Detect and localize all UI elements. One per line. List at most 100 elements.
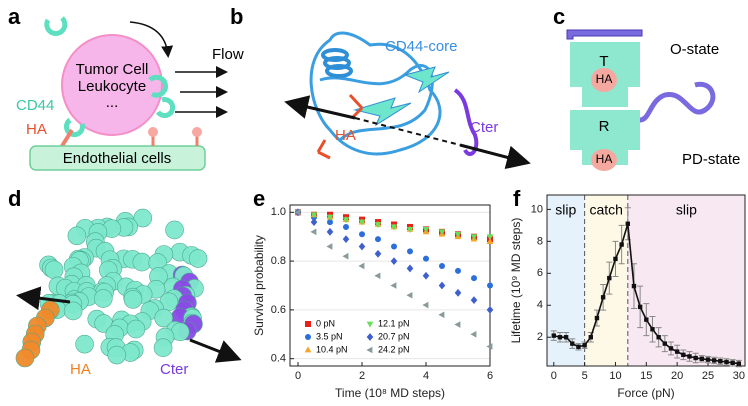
point [310,228,317,236]
atom-sphere [63,301,83,321]
x-axis-label: Time (10⁸ MD steps) [335,386,445,400]
atom-sphere [94,289,113,308]
r-domain [570,110,640,165]
legend-label: 10.4 pN [316,344,348,354]
cd44-icon [64,117,85,138]
point [681,352,686,358]
ha-label: HA [596,152,613,166]
point [674,349,680,354]
legend-marker [366,346,373,354]
panel-letter: a [8,4,21,29]
region-label: slip [555,202,576,218]
point [310,212,318,219]
x-tick-label: 4 [423,370,429,382]
region-label: catch [589,202,622,218]
point [588,335,593,340]
point [662,341,668,346]
point [470,330,477,338]
point [438,281,446,290]
y-tick-label: 0.8 [271,255,286,267]
point [600,295,606,300]
cter-bar [566,29,643,40]
helix [321,48,353,78]
point [406,264,414,273]
pull-arrow [284,95,356,120]
flow-label: Flow [212,46,244,63]
pull-arrow [459,143,531,170]
pull-arrow [16,286,71,311]
x-tick-label: 5 [582,370,588,382]
atom-sphere [75,334,94,354]
y-tick-label: 6 [537,267,543,279]
atom-sphere [15,348,35,368]
point [438,311,445,319]
y-tick-label: 8 [537,235,543,247]
point [358,242,366,251]
plot-frame [289,204,491,367]
atom-sphere [153,338,173,358]
point [439,262,445,269]
x-tick-label: 2 [359,370,365,382]
point [570,341,575,346]
point [668,346,674,351]
point [390,282,397,289]
point [359,231,365,238]
atom-sphere [132,252,152,272]
point [625,221,631,226]
point [423,255,429,262]
point [470,296,478,305]
o-state-label: O-state [670,41,719,58]
ha-label: HA [26,121,47,138]
point [563,335,569,340]
point [656,335,661,340]
legend-label: 24.2 pN [378,344,410,354]
point [711,358,717,363]
point [471,275,477,282]
legend-marker [305,334,311,340]
x-tick-label: 6 [487,370,493,382]
point [375,236,381,243]
x-tick-label: 0 [551,370,557,382]
panel-letter: e [253,186,265,211]
atom-sphere [188,249,208,268]
pull-arrow [189,338,242,363]
point [326,227,334,236]
point [422,301,429,309]
panel-b: CD44-core HA Cter [284,31,531,170]
point [486,237,494,244]
ha-blob [591,149,617,171]
ha-chain [60,128,74,148]
point [486,234,494,241]
legend-marker [304,346,312,353]
ha-label: HA [596,72,613,86]
cd44-icon [44,16,68,36]
point [582,343,587,348]
point [310,218,318,226]
point [342,235,350,244]
x-axis-label: Force (pN) [617,386,674,400]
cell-label: ... [106,94,119,111]
point [693,355,698,361]
cter-label: Cter [160,361,188,378]
x-tick-label: 30 [733,370,745,382]
point [557,335,563,340]
point [438,229,446,236]
point [699,356,705,362]
panel-c: T HA O-state R HA PD-state [566,29,740,171]
ha-blob [591,68,617,92]
point [390,224,398,231]
point [374,249,382,258]
strand [403,66,450,94]
atom-sphere [165,220,184,240]
charts: 0.4 0.6 0.8 1.0 0 2 4 6 Time (10⁸ MD steps) Survi… [252,194,746,400]
point [718,359,723,364]
atom-sphere [44,260,64,280]
core-label: CD44-core [385,38,458,55]
y-tick-label: 1.0 [271,206,286,218]
strand [353,97,412,127]
point [326,243,333,250]
legend-marker [366,321,374,328]
point [374,222,382,229]
x-tick-label: 15 [640,370,652,382]
